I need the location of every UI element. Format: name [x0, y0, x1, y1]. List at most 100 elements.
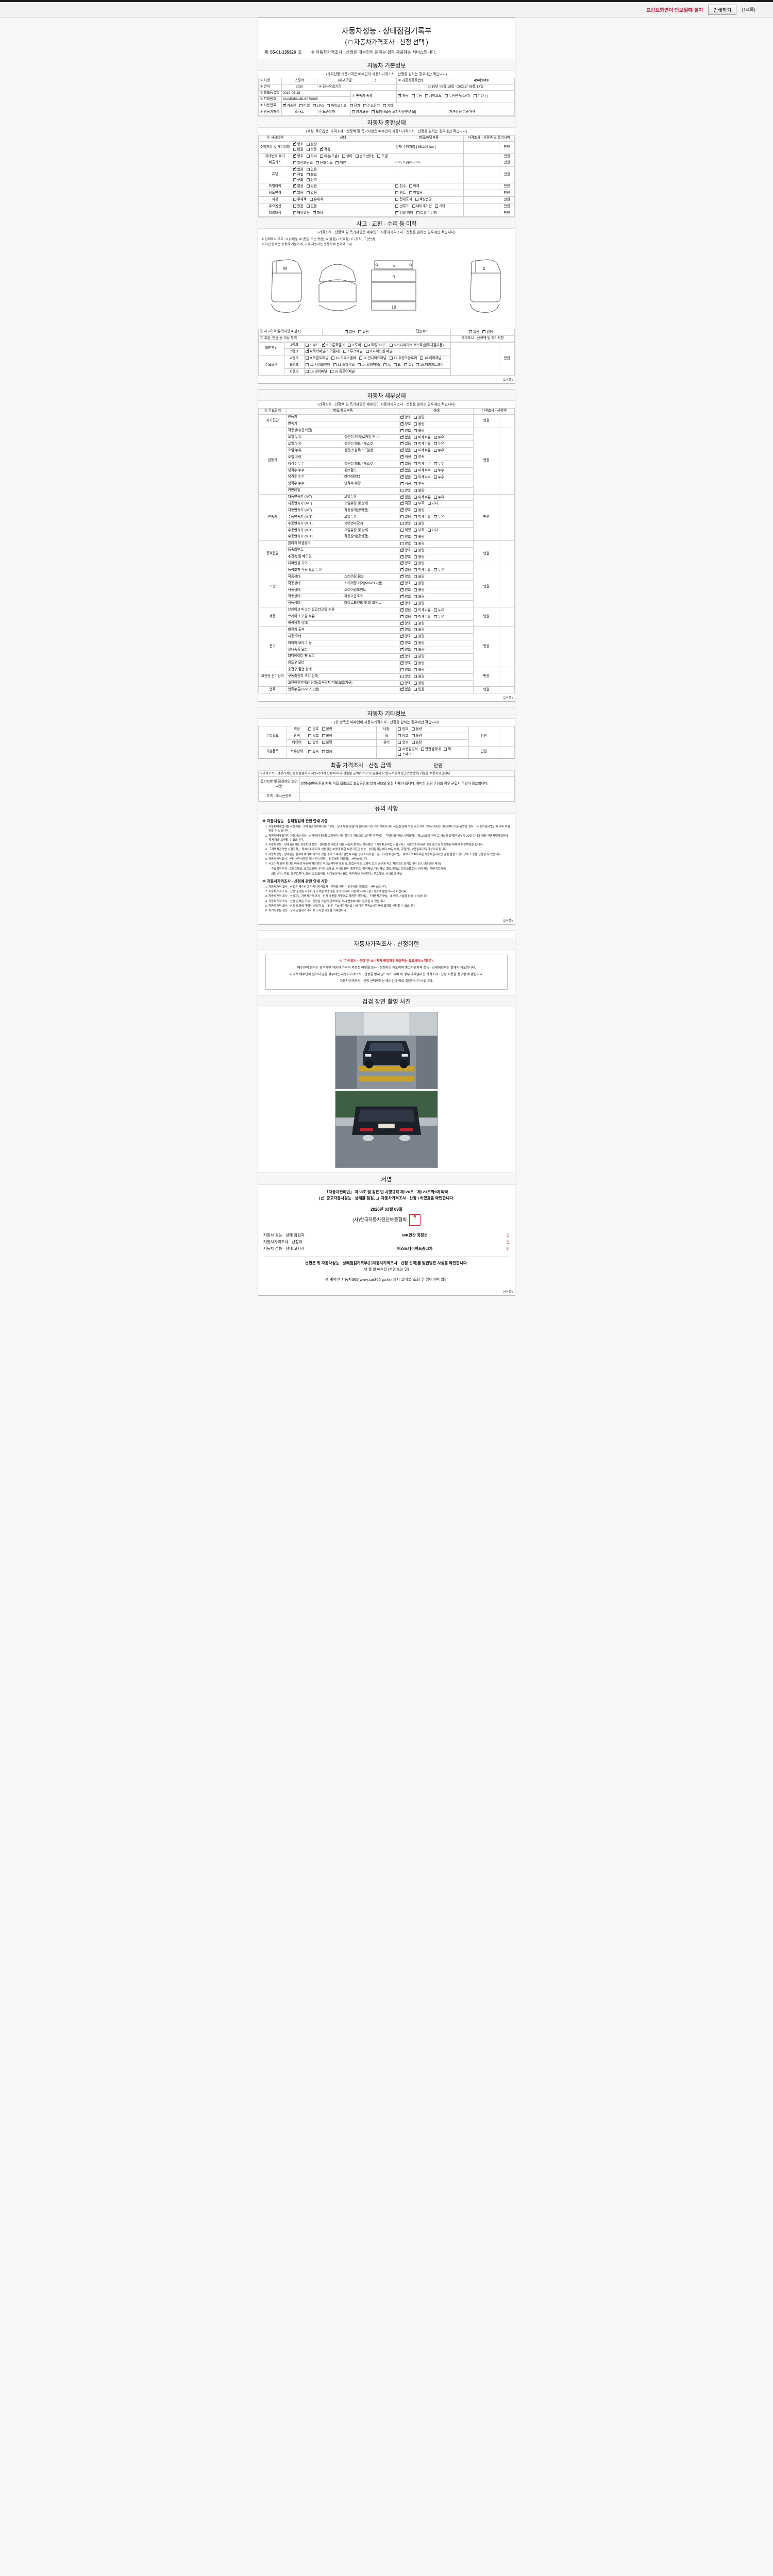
detail-state-option[interactable]: 양호: [400, 647, 411, 653]
checkbox-icon[interactable]: [400, 421, 404, 426]
checkbox-icon[interactable]: [414, 582, 417, 585]
detail-state-option[interactable]: 불량: [414, 648, 425, 653]
checkbox-icon[interactable]: [433, 449, 437, 452]
checkbox-icon[interactable]: [425, 94, 428, 98]
checkbox-icon[interactable]: [306, 184, 310, 188]
checkbox-icon[interactable]: [389, 357, 393, 360]
detail-state-option[interactable]: 누수: [433, 475, 444, 480]
checkbox-icon[interactable]: [400, 567, 404, 572]
checkbox-icon[interactable]: [400, 541, 404, 545]
detail-state-option[interactable]: 적정: [400, 454, 411, 460]
checkbox-icon[interactable]: [400, 554, 404, 558]
detail-state-option[interactable]: 양호: [400, 554, 411, 560]
checkbox-icon[interactable]: [414, 541, 417, 545]
detail-state-option[interactable]: 양호: [400, 507, 411, 513]
checkbox-icon[interactable]: [306, 191, 310, 195]
detail-state-option[interactable]: 누유: [433, 515, 444, 520]
checkbox-icon[interactable]: [293, 211, 296, 215]
checkbox-icon[interactable]: [349, 104, 353, 107]
checkbox-icon[interactable]: [409, 184, 412, 188]
checkbox-icon[interactable]: [342, 155, 345, 158]
checkbox-icon[interactable]: [433, 462, 437, 466]
detail-state-option[interactable]: 없음: [400, 515, 411, 520]
law-option-2-checkbox[interactable]: [376, 1197, 379, 1200]
checkbox-icon[interactable]: [414, 548, 417, 552]
overall-state-option[interactable]: 양호: [293, 154, 304, 159]
detail-state-option[interactable]: 불량: [414, 681, 425, 686]
fuel-option[interactable]: 하이브리드: [327, 104, 347, 109]
overall-item-option[interactable]: 기타: [434, 204, 445, 209]
detail-state-option[interactable]: 없음: [400, 614, 411, 620]
overall-state-option[interactable]: 적법: [293, 173, 304, 178]
checkbox-icon[interactable]: [293, 167, 296, 171]
checkbox-icon[interactable]: [414, 575, 417, 579]
detail-state-option[interactable]: 없음: [400, 441, 411, 447]
checkbox-icon[interactable]: [414, 608, 417, 612]
detail-state-option[interactable]: 양호: [400, 548, 411, 553]
detail-state-option[interactable]: 미세누유: [414, 568, 431, 573]
detail-state-option[interactable]: 불량: [414, 548, 425, 553]
detail-state-option[interactable]: 미세누유: [414, 615, 431, 620]
checkbox-icon[interactable]: [444, 94, 448, 98]
overall-state-option[interactable]: 있음: [293, 204, 304, 209]
checkbox-icon[interactable]: [433, 435, 437, 439]
checkbox-icon[interactable]: [363, 104, 366, 107]
overall-state-option[interactable]: 매연: [335, 161, 346, 166]
checkbox-icon[interactable]: [308, 734, 312, 738]
checkbox-icon[interactable]: [414, 488, 417, 492]
checkbox-icon[interactable]: [411, 741, 415, 744]
detail-state-option[interactable]: 누유: [433, 615, 444, 620]
detail-state-option[interactable]: 없음: [400, 435, 411, 440]
detail-state-option[interactable]: 누유: [433, 568, 444, 573]
damaged-part-option[interactable]: A,: [383, 363, 391, 368]
checkbox-icon[interactable]: [309, 198, 313, 201]
other-part-option[interactable]: 양호: [308, 727, 319, 732]
detail-state-option[interactable]: 적정: [400, 481, 411, 487]
detail-state-option[interactable]: 없음: [400, 468, 411, 473]
checkbox-icon[interactable]: [400, 687, 404, 691]
checkbox-icon[interactable]: [416, 211, 419, 215]
damaged-part-option[interactable]: 6.쿼터패널(리어휀다): [306, 349, 340, 354]
checkbox-icon[interactable]: [414, 654, 417, 658]
other-part-option[interactable]: 양호: [398, 727, 409, 732]
detail-state-option[interactable]: 없음: [400, 687, 411, 692]
checkbox-icon[interactable]: [433, 515, 437, 519]
checkbox-icon[interactable]: [351, 110, 355, 114]
checkbox-icon[interactable]: [414, 502, 417, 505]
checkbox-icon[interactable]: [414, 522, 417, 526]
detail-state-option[interactable]: 불량: [414, 674, 425, 680]
detail-state-option[interactable]: 누유: [433, 495, 444, 500]
checkbox-icon[interactable]: [293, 190, 296, 195]
checkbox-icon[interactable]: [400, 529, 404, 532]
checkbox-icon[interactable]: [400, 522, 404, 526]
other-part-option[interactable]: 불량: [411, 740, 422, 745]
checkbox-icon[interactable]: [400, 495, 404, 499]
overall-state-option[interactable]: 장치: [306, 178, 317, 183]
checkbox-icon[interactable]: [377, 155, 381, 158]
detail-state-option[interactable]: 양호: [400, 535, 411, 540]
other-part-option[interactable]: 불량: [322, 740, 332, 745]
detail-state-option[interactable]: 양호: [400, 428, 411, 434]
checkbox-icon[interactable]: [400, 488, 404, 492]
checkbox-icon[interactable]: [414, 415, 417, 419]
damaged-part-option[interactable]: 11.인사이드패널: [359, 356, 386, 361]
detail-state-option[interactable]: 미세누수: [414, 462, 431, 467]
checkbox-icon[interactable]: [414, 648, 417, 652]
detail-state-option[interactable]: 미세누유: [414, 448, 431, 453]
checkbox-icon[interactable]: [306, 143, 310, 146]
checkbox-icon[interactable]: [411, 734, 415, 738]
checkbox-icon[interactable]: [306, 205, 310, 208]
detail-state-option[interactable]: 누유: [433, 442, 444, 447]
checkbox-icon[interactable]: [411, 727, 415, 731]
detail-state-option[interactable]: 불량: [414, 661, 425, 666]
checkbox-icon[interactable]: [293, 183, 296, 188]
checkbox-icon[interactable]: [395, 191, 399, 195]
overall-state-option[interactable]: 일산화탄소: [293, 161, 313, 166]
other-part-option[interactable]: 잭: [444, 747, 451, 752]
overall-state-option[interactable]: 있음: [306, 191, 317, 196]
checkbox-icon[interactable]: [306, 357, 309, 360]
detail-state-option[interactable]: 불량: [414, 488, 425, 494]
damaged-part-option[interactable]: 5.라디에이터 서포트(볼트체결부품): [390, 343, 444, 348]
checkbox-icon[interactable]: [306, 178, 310, 181]
checkbox-icon[interactable]: [306, 370, 309, 374]
